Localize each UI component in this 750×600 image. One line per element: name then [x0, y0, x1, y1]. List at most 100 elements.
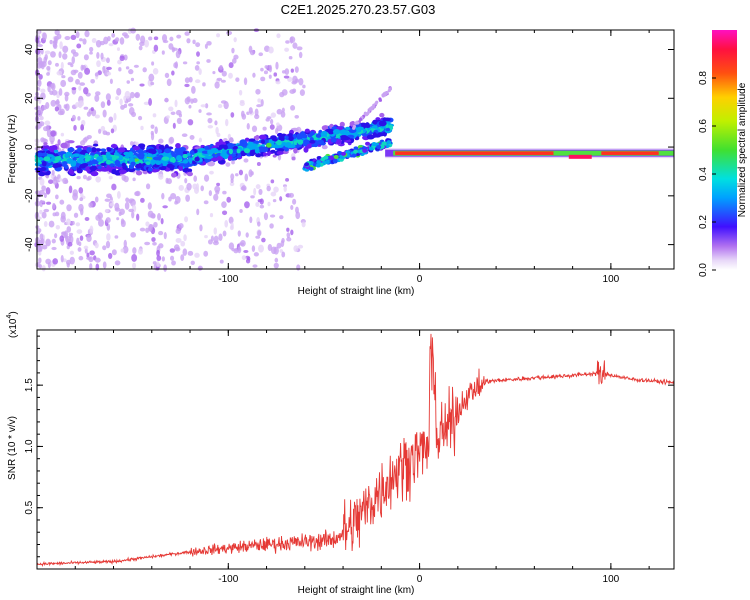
spectrogram-noise-blob: [198, 137, 203, 143]
spectrogram-noise-blob: [62, 53, 68, 60]
spectrogram-noise-blob: [102, 109, 107, 118]
spectrogram-band-blob: [318, 139, 325, 145]
spectrogram-noise-blob: [46, 72, 50, 76]
spectrogram-noise-blob: [184, 83, 190, 88]
spectrogram-noise-blob: [207, 239, 213, 245]
spectrogram-noise-blob: [231, 47, 235, 54]
spectrogram-noise-blob: [212, 240, 219, 246]
spectrogram-scatter-cloud: [34, 27, 395, 272]
spectrogram-band-blob: [255, 134, 260, 141]
spectrogram-noise-blob: [94, 114, 100, 119]
spectrogram-band-blob: [276, 148, 285, 152]
snr-panel: -100 0 100 0.5 1.0 1.5 Height of straight li…: [6, 311, 675, 596]
spectrogram-noise-blob: [229, 181, 235, 187]
spectrogram-noise-blob: [70, 34, 77, 40]
spectrogram-noise-blob: [216, 77, 223, 81]
spectrogram-band-blob: [96, 156, 104, 163]
spectrogram-band-blob: [371, 125, 378, 129]
spectrogram-noise-blob: [214, 120, 218, 126]
spectrogram-noise-blob: [168, 196, 172, 202]
spectrogram-noise-blob: [58, 178, 63, 182]
spectrogram-band-blob: [108, 163, 116, 167]
spectrogram-noise-blob: [38, 108, 44, 115]
spectrogram-noise-blob: [208, 190, 213, 197]
spectrogram-noise-blob: [125, 197, 130, 203]
spectrogram-noise-blob: [139, 227, 146, 232]
spectrogram-band-blob: [232, 145, 238, 150]
spectrogram-band-blob: [82, 162, 89, 167]
spectrogram-noise-blob: [189, 135, 195, 140]
spectrogram-noise-blob: [132, 177, 136, 182]
spectrogram-band-blob: [189, 150, 195, 155]
spectrogram-noise-blob: [230, 112, 235, 118]
spectrogram-streak-blob: [383, 92, 387, 96]
spectrogram-noise-blob: [79, 140, 86, 146]
spectrogram-noise-blob: [161, 192, 165, 200]
spectrogram-noise-blob: [166, 78, 172, 87]
spectrogram-noise-blob: [249, 216, 253, 224]
spectrogram-noise-blob: [187, 119, 194, 126]
colorbar-label: Normalized spectral amplitude: [737, 82, 748, 217]
spectrogram-noise-blob: [202, 82, 206, 87]
snr-ytick-label: 1.0: [24, 439, 35, 453]
spectrogram-band-blob: [111, 155, 120, 160]
spectrogram-noise-blob: [267, 243, 273, 252]
spectrogram-noise-blob: [295, 206, 299, 214]
spectrogram-noise-blob: [283, 185, 287, 192]
spectrogram-noise-blob: [170, 111, 176, 116]
spectrogram-noise-blob: [209, 170, 214, 175]
spectrogram-noise-blob: [170, 192, 177, 200]
spectrogram-noise-blob: [255, 184, 261, 190]
snr-background: [37, 330, 674, 569]
spectrogram-band-blob: [306, 143, 312, 148]
spectrogram-noise-blob: [216, 132, 221, 138]
spectrogram-band-blob: [321, 130, 328, 136]
spectrogram-band-blob: [252, 140, 260, 144]
spectrogram-noise-blob: [180, 240, 186, 247]
spectrogram-noise-blob: [37, 57, 43, 64]
spectrogram-branch-blob: [365, 141, 371, 146]
spectrogram-branch-blob: [351, 153, 357, 158]
spectrogram-noise-blob: [52, 40, 57, 48]
spectrogram-noise-blob: [228, 216, 234, 224]
spectrogram-noise-blob: [44, 120, 51, 126]
spectrogram-noise-blob: [290, 229, 294, 236]
spectrogram-noise-blob: [55, 194, 59, 200]
spectrogram-ytick-label: 20: [24, 92, 35, 104]
spectrogram-band-blob: [123, 151, 131, 156]
spectrogram-noise-blob: [102, 245, 107, 251]
spectrogram-noise-blob: [252, 72, 256, 78]
spectrogram-noise-blob: [182, 248, 188, 256]
spectrogram-noise-blob: [230, 173, 235, 181]
spectrogram-noise-blob: [52, 258, 59, 265]
spectrogram-noise-blob: [200, 104, 206, 108]
spectrogram-noise-blob: [203, 250, 209, 257]
snr-frame: [36, 329, 675, 570]
spectrogram-band-blob: [226, 143, 235, 148]
spectrogram-noise-blob: [103, 36, 109, 45]
spectrogram-band-blob: [284, 142, 292, 148]
spectrogram-noise-blob: [153, 221, 158, 228]
colorbar-tick-label: 0.2: [698, 215, 709, 229]
spectrogram-noise-blob: [279, 215, 284, 220]
spectrogram-noise-blob: [251, 245, 256, 252]
spectrogram-band-blob: [118, 169, 127, 174]
spectrogram-noise-blob: [45, 187, 51, 195]
spectrogram-noise-blob: [284, 68, 290, 75]
spectrogram-noise-blob: [128, 198, 135, 202]
spectrogram-noise-blob: [257, 221, 261, 227]
spectrogram-noise-blob: [72, 189, 78, 197]
spectrogram-band-blob: [260, 139, 266, 145]
spectrogram-noise-blob: [109, 202, 115, 207]
spectrogram-noise-blob: [116, 190, 121, 199]
snr-series-line: [36, 333, 675, 568]
spectrogram-noise-blob: [221, 70, 227, 77]
spectrogram-noise-blob: [290, 204, 294, 210]
spectrogram-noise-blob: [168, 136, 175, 144]
spectrogram-noise-blob: [48, 220, 55, 228]
spectrogram-noise-blob: [134, 191, 140, 197]
spectrogram-noise-blob: [298, 51, 303, 59]
spectrogram-band-blob: [48, 145, 55, 152]
spectrogram-noise-blob: [157, 213, 161, 221]
